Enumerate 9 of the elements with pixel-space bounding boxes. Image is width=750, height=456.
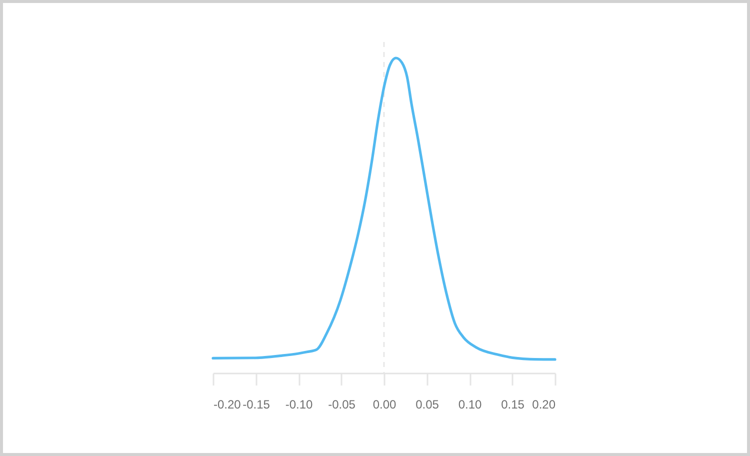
x-tick-label: -0.10 xyxy=(285,398,313,412)
x-tick-label: 0.20 xyxy=(532,398,556,412)
x-tick-label: 0.10 xyxy=(458,398,482,412)
x-tick-label: -0.05 xyxy=(328,398,356,412)
x-tick-label: -0.20 xyxy=(214,398,242,412)
x-tick-label: 0.00 xyxy=(372,398,396,412)
x-tick-label: -0.15 xyxy=(242,398,270,412)
x-tick-label: 0.05 xyxy=(416,398,440,412)
x-tick-label: 0.15 xyxy=(501,398,525,412)
